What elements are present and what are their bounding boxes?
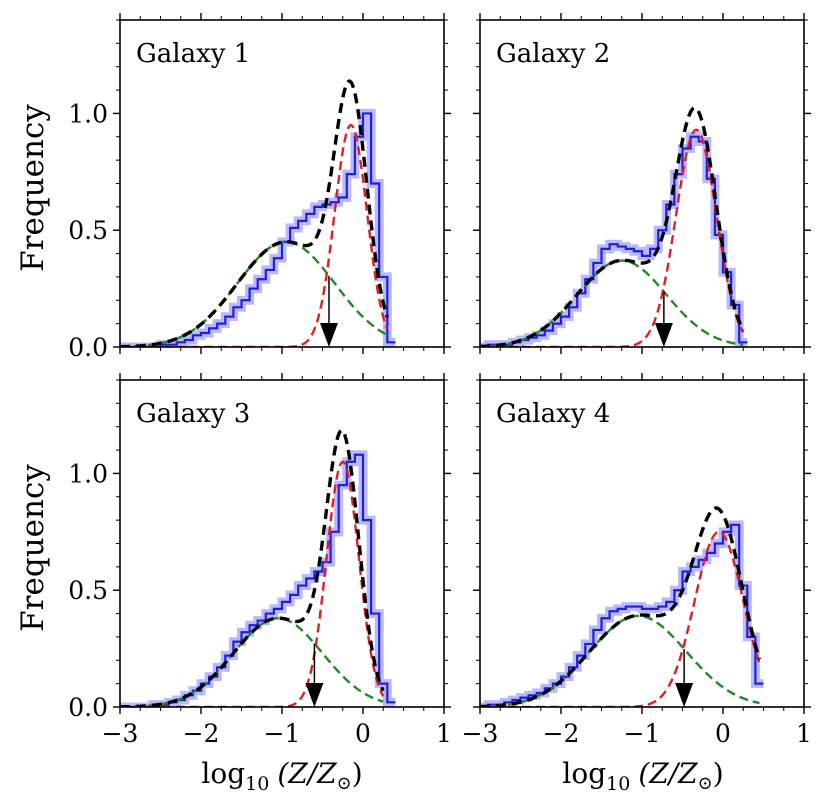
total-fit-curve bbox=[480, 106, 745, 347]
total-fit-curve bbox=[120, 79, 389, 347]
divider-arrow-head bbox=[319, 323, 338, 347]
x-tick-label: 1 bbox=[796, 719, 812, 748]
panel-title: Galaxy 1 bbox=[136, 39, 250, 69]
plot-area bbox=[120, 428, 396, 707]
divider-arrow-head bbox=[675, 683, 694, 707]
panel-galaxy-3: −3 −2 −1 0 1 0.0 0.5 1.0 Galaxy 3 bbox=[68, 373, 452, 748]
x-tick-label: −2 bbox=[183, 719, 220, 748]
y-tick-label: 1.0 bbox=[68, 459, 108, 488]
xlabel-sun: ⊙ bbox=[337, 773, 352, 794]
panel-frame bbox=[119, 379, 445, 708]
histogram-band bbox=[480, 520, 764, 707]
panel-galaxy-2: Galaxy 2 bbox=[473, 13, 811, 354]
panel-frame bbox=[479, 19, 805, 348]
x-tick-label: −2 bbox=[543, 719, 580, 748]
xlabel-log: log bbox=[562, 757, 606, 790]
y-tick-label: 1.0 bbox=[68, 99, 108, 128]
metal-poor-gaussian bbox=[120, 617, 384, 707]
x-tick-label: 0 bbox=[715, 719, 731, 748]
y-tick-label: 0.5 bbox=[68, 216, 108, 245]
xlabel-log: log bbox=[201, 757, 245, 790]
metal-rich-gaussian bbox=[480, 530, 761, 707]
total-fit-curve bbox=[120, 428, 385, 707]
x-tick-label: 0 bbox=[355, 719, 371, 748]
plot-area bbox=[120, 79, 396, 347]
metal-poor-gaussian bbox=[480, 259, 744, 347]
divider-arrow-head bbox=[654, 323, 673, 347]
xlabel-sub: 10 bbox=[606, 773, 630, 795]
panel-frame bbox=[119, 19, 445, 348]
xlabel-close: ) bbox=[713, 757, 724, 790]
histogram-band bbox=[120, 450, 396, 707]
metal-poor-gaussian bbox=[480, 614, 760, 707]
xlabel-sun: ⊙ bbox=[698, 773, 713, 794]
xlabel-right: log10 (Z/Z⊙) bbox=[562, 757, 723, 795]
xlabel-left: log10 (Z/Z⊙) bbox=[201, 757, 362, 795]
xlabel-var: (Z/Z bbox=[277, 757, 337, 790]
panel-title: Galaxy 2 bbox=[496, 39, 610, 69]
xlabel-var: (Z/Z bbox=[638, 757, 698, 790]
xlabel-sub: 10 bbox=[245, 773, 269, 795]
panel-galaxy-1: 0.0 0.5 1.0 Galaxy 1 bbox=[68, 13, 451, 362]
panels: 0.0 0.5 1.0 Galaxy 1 Galaxy 2 −3 −2 −1 0 1 0.0 0.5 1… bbox=[68, 13, 812, 748]
y-tick-label: 0.5 bbox=[68, 576, 108, 605]
y-tick-label: 0.0 bbox=[68, 333, 108, 362]
panel-title: Galaxy 3 bbox=[136, 399, 250, 429]
panel-galaxy-4: −3 −2 −1 0 1 Galaxy 4 bbox=[462, 373, 812, 748]
y-tick-label: 0.0 bbox=[68, 693, 108, 722]
panel-title: Galaxy 4 bbox=[496, 399, 610, 429]
histogram-line bbox=[480, 523, 764, 707]
divider-arrow-head bbox=[305, 683, 324, 707]
metal-rich-gaussian bbox=[120, 460, 385, 707]
ylabel-bottom: Frequency bbox=[15, 464, 51, 632]
metal-poor-gaussian bbox=[120, 240, 388, 347]
metal-rich-gaussian bbox=[120, 123, 389, 347]
x-tick-label: −3 bbox=[462, 719, 499, 748]
histogram-line bbox=[120, 112, 396, 347]
x-tick-label: −1 bbox=[624, 719, 661, 748]
x-tick-label: −1 bbox=[264, 719, 301, 748]
plot-area bbox=[480, 506, 764, 707]
ylabel-top: Frequency bbox=[15, 104, 51, 272]
plot-area bbox=[480, 106, 748, 347]
x-tick-label: −3 bbox=[102, 719, 139, 748]
x-tick-label: 1 bbox=[436, 719, 452, 748]
histogram-line bbox=[120, 453, 396, 707]
xlabel-close: ) bbox=[352, 757, 363, 790]
